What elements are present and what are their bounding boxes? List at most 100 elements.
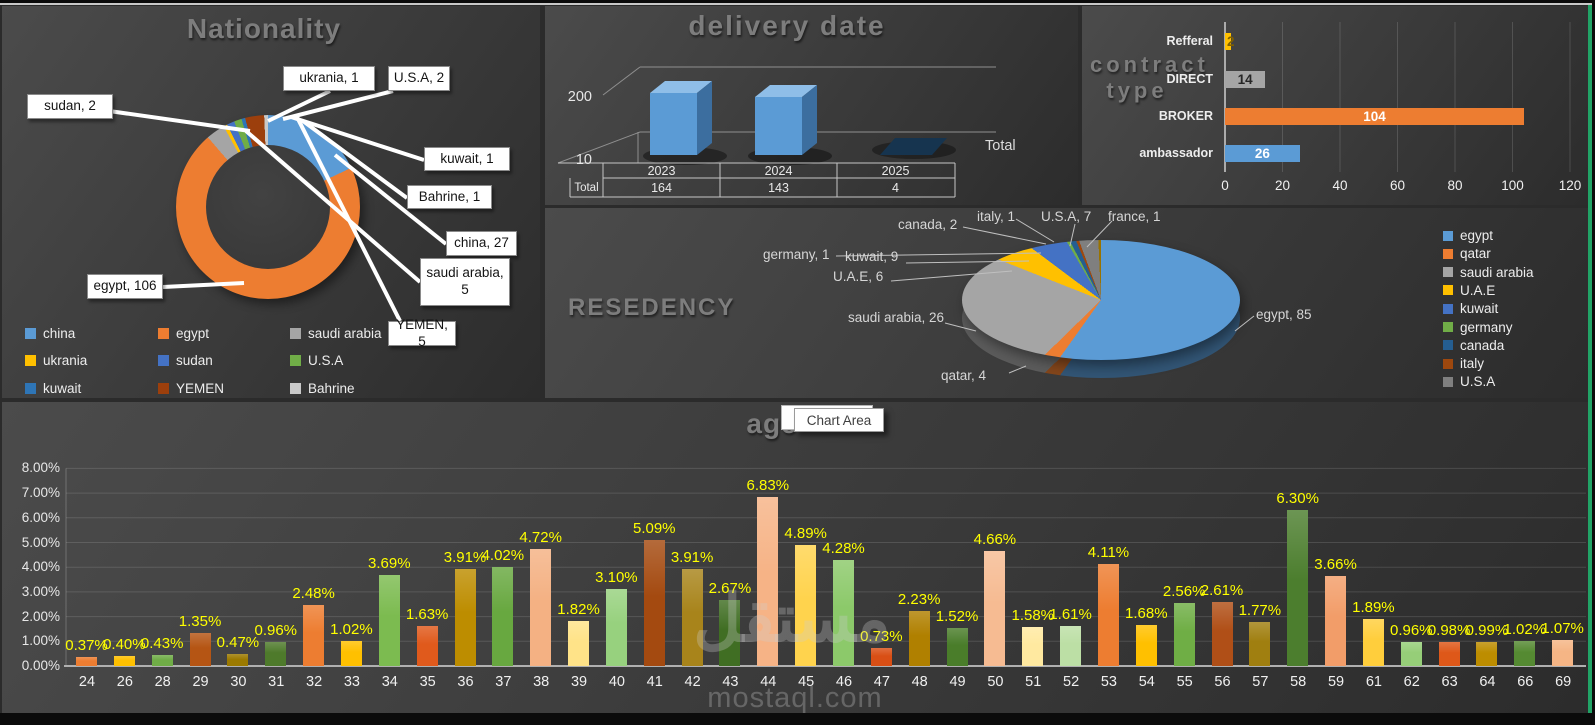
contract-category-label: BROKER [1158,109,1213,123]
age-bar [1060,626,1082,666]
age-bar [1438,641,1460,666]
age-value-label: 2.56% [1162,582,1206,600]
age-value-label: 0.37% [65,636,108,654]
age-x-tick: 46 [835,674,853,690]
age-x-tick: 47 [873,674,890,690]
age-bar [189,632,211,666]
age-bar [303,604,325,666]
age-value-label: 4.66% [973,530,1017,548]
contract-category-label: ambassador [1139,146,1213,160]
contract-type-chart-panel[interactable] [1082,6,1588,205]
legend-item-egypt: egypt [1443,228,1493,243]
legend-swatch [290,383,301,394]
age-bar [984,550,1006,666]
age-value-label: 0.99% [1465,621,1509,639]
age-bar [757,497,779,666]
legend-label: kuwait [43,381,82,396]
data-label-china: china, 27 [446,231,517,256]
data-label-egypt: egypt, 85 [1256,307,1312,322]
age-x-tick: 58 [1290,674,1307,690]
legend-swatch [1443,340,1453,351]
delivery-legend[interactable]: Total [985,138,1016,154]
age-x-tick: 59 [1327,674,1345,690]
legend-label: china [43,326,76,341]
age-value-label: 0.96% [1389,622,1433,640]
age-bar [1287,510,1309,666]
age-bar [1135,624,1157,666]
age-value-label: 5.09% [632,520,676,538]
age-value-label: 6.83% [746,477,790,495]
legend-label: U.A.E [1460,282,1496,298]
contract-type-title-line1: contract [1090,52,1209,77]
legend-item-saudi-arabia: saudi arabia [1443,265,1534,280]
age-value-label: 0.43% [140,635,184,653]
data-label-canada: canada, 2 [898,217,958,232]
age-x-tick: 56 [1214,674,1231,690]
legend-swatch [1443,358,1453,369]
age-value-label: 2.23% [897,590,941,608]
window-edge-top-highlight [0,3,1595,5]
resedency-pie [962,240,1240,360]
age-value-label: 4.72% [519,529,562,547]
tooltip-text: Chart Area [806,412,872,428]
legend-swatch [1443,376,1453,387]
legend-swatch [1443,267,1453,278]
age-value-label: 6.30% [1276,490,1319,508]
legend-item-saudi-arabia: saudi arabia [290,326,382,341]
legend-label: YEMEN [176,381,225,396]
legend-item-u-s-a: U.S.A [1443,374,1495,389]
delivery-total-value: 143 [768,181,789,195]
delivery-year-label: 2025 [881,164,910,178]
age-x-tick: 66 [1517,674,1534,690]
age-value-label: 4.89% [784,525,827,543]
delivery-data-table-grid [558,162,956,198]
contract-bar-ambassador [1225,145,1300,162]
age-y-tick: 5.00% [21,534,60,550]
age-x-tick: 57 [1252,674,1269,690]
age-value-label: 4.28% [822,540,865,558]
age-value-label: 1.63% [405,605,449,623]
age-bar [1173,602,1195,666]
age-value-label: 1.82% [557,601,600,619]
data-label-kuwait: kuwait, 1 [424,147,510,171]
age-x-tick: 52 [1063,674,1080,690]
age-bar [1097,564,1119,666]
age-y-tick: 1.00% [21,633,60,649]
age-bar [1362,619,1384,666]
data-label-u-s-a: U.S.A, 7 [1041,209,1092,224]
legend-item-canada: canada [1443,338,1504,353]
age-x-tick: 40 [608,674,625,690]
legend-label: egypt [1460,228,1494,243]
legend-swatch [1443,285,1453,296]
age-bar [681,569,703,666]
age-x-tick: 44 [760,674,777,690]
age-value-label: 3.91% [670,549,714,567]
age-y-tick: 4.00% [21,559,60,575]
legend-label: canada [1460,337,1505,353]
age-x-tick: 43 [722,674,739,690]
age-value-label: 0.47% [216,634,260,652]
window-edge-bottom [0,713,1595,725]
legend-item-kuwait: kuwait [25,381,81,396]
age-x-tick: 50 [987,674,1004,690]
legend-swatch [25,355,36,366]
data-label-yemen: YEMEN, 5 [388,317,456,349]
age-x-tick: 24 [78,674,96,690]
contract-bar-refferal [1225,33,1231,50]
legend-label: U.S.A [1460,374,1496,390]
legend-item-ukrania: ukrania [25,353,87,368]
age-bar [795,545,817,666]
age-value-label: 2.48% [292,584,335,602]
age-y-tick: 8.00% [21,460,60,476]
data-label-france: france, 1 [1108,209,1161,224]
legend-label: saudi arabia [1460,264,1534,280]
age-x-tick: 38 [533,674,550,690]
sheet-edge-green [1588,5,1592,713]
delivery-year-label: 2024 [764,164,793,178]
delivery-date-title: delivery date [688,10,886,41]
contract-x-tick: 0 [1221,178,1229,193]
data-label-germany: germany, 1 [763,247,830,262]
contract-category-label: Refferal [1166,34,1213,48]
legend-item-germany: germany [1443,320,1513,335]
